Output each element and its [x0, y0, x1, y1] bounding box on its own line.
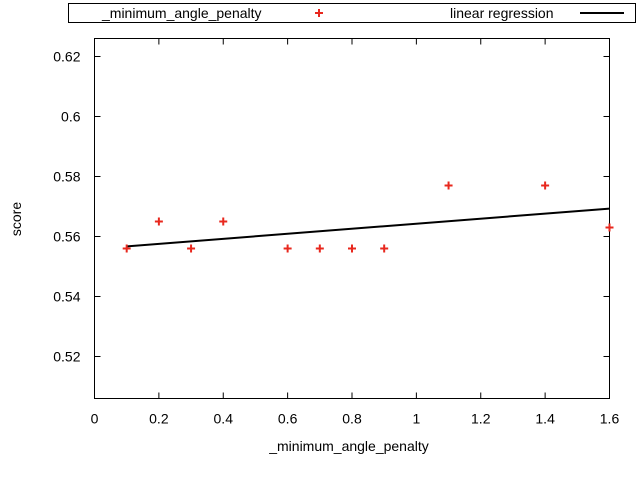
data-point: [219, 217, 228, 226]
points-layer: [122, 181, 614, 253]
legend: _minimum_angle_penalty linear regression: [68, 3, 636, 23]
x-tick-label: 0.8: [342, 411, 362, 427]
y-tick-label: 0.62: [53, 49, 80, 65]
data-point: [154, 217, 163, 226]
data-point: [348, 244, 356, 253]
legend-plus: [315, 9, 323, 17]
y-axis: 0.52 0.54 0.56 0.58 0.6 0.62: [53, 49, 610, 365]
x-axis: 0 0.2 0.4 0.6 0.8 1 1.2 1.4 1.6: [91, 38, 620, 427]
regression-line: [126, 207, 610, 248]
data-point: [283, 244, 292, 253]
legend-label-points: _minimum_angle_penalty: [101, 5, 262, 21]
x-tick-label: 0.4: [214, 411, 234, 427]
y-tick-label: 0.58: [53, 169, 80, 185]
data-point: [122, 244, 131, 253]
y-tick-label: 0.52: [53, 349, 80, 365]
y-axis-label: score: [8, 202, 24, 236]
data-point: [541, 181, 550, 190]
x-tick-label: 0.6: [278, 411, 298, 427]
regression-layer: [126, 207, 610, 248]
x-tick-label: 1.6: [600, 411, 620, 427]
data-point: [187, 244, 196, 253]
data-point: [315, 244, 324, 253]
x-tick-label: 1.2: [471, 411, 491, 427]
y-tick-label: 0.56: [53, 229, 80, 245]
x-axis-label: _minimum_angle_penalty: [268, 438, 429, 454]
x-tick-label: 1.4: [535, 411, 555, 427]
y-tick-label: 0.54: [53, 289, 80, 305]
legend-marker-plus: [315, 9, 323, 17]
data-point: [605, 223, 614, 232]
x-tick-label: 0: [91, 411, 99, 427]
y-tick-label: 0.6: [61, 109, 81, 125]
x-tick-label: 1: [412, 411, 420, 427]
legend-frame: [68, 3, 636, 23]
data-point: [380, 244, 389, 253]
plot-area: [94, 38, 610, 399]
data-point: [444, 181, 453, 190]
legend-label-line: linear regression: [450, 5, 554, 21]
x-tick-label: 0.2: [149, 411, 169, 427]
